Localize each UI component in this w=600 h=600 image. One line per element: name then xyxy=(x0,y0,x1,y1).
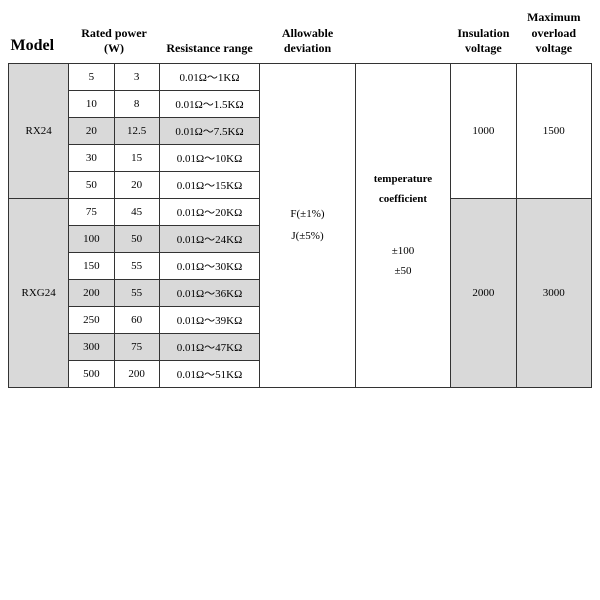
deviation-line1: F(±1%) xyxy=(262,208,352,220)
resistance-range-cell: 0.01Ω～47KΩ xyxy=(159,333,260,360)
rated-power-1: 75 xyxy=(69,198,114,225)
rated-power-2: 200 xyxy=(114,360,159,387)
temp-coef-val1: ±100 xyxy=(358,245,448,257)
rated-power-2: 55 xyxy=(114,279,159,306)
resistance-range-cell: 0.01Ω～15KΩ xyxy=(159,171,260,198)
insulation-cell: 2000 xyxy=(451,198,516,387)
resistance-range-cell: 0.01Ω～30KΩ xyxy=(159,252,260,279)
rated-power-1: 250 xyxy=(69,306,114,333)
rated-power-2: 50 xyxy=(114,225,159,252)
resistance-range-cell: 0.01Ω～24KΩ xyxy=(159,225,260,252)
hdr-max-overload-text: Maximum overload voltage xyxy=(527,10,580,55)
rated-power-2: 3 xyxy=(114,63,159,90)
rated-power-2: 20 xyxy=(114,171,159,198)
resistance-range-cell: 0.01Ω～1KΩ xyxy=(159,63,260,90)
rated-power-2: 75 xyxy=(114,333,159,360)
resistance-range-cell: 0.01Ω～1.5KΩ xyxy=(159,90,260,117)
hdr-blank xyxy=(355,10,450,63)
model-cell: RX24 xyxy=(9,63,69,198)
rated-power-1: 30 xyxy=(69,144,114,171)
hdr-allowable-deviation: Allowable deviation xyxy=(260,10,355,63)
rated-power-1: 20 xyxy=(69,117,114,144)
rated-power-1: 150 xyxy=(69,252,114,279)
hdr-resistance-range: Resistance range xyxy=(159,10,260,63)
hdr-rated-power: Rated power (W) xyxy=(69,10,159,63)
temp-coef-val2: ±50 xyxy=(358,265,448,277)
temp-coef-cell: temperature coefficient ±100 ±50 xyxy=(355,63,450,387)
insulation-cell: 1000 xyxy=(451,63,516,198)
rated-power-1: 500 xyxy=(69,360,114,387)
resistance-range-cell: 0.01Ω～36KΩ xyxy=(159,279,260,306)
rated-power-2: 55 xyxy=(114,252,159,279)
allowable-deviation-cell: F(±1%) J(±5%) xyxy=(260,63,355,387)
temp-coef-title1: temperature xyxy=(358,173,448,185)
rated-power-2: 15 xyxy=(114,144,159,171)
rated-power-1: 5 xyxy=(69,63,114,90)
resistance-range-cell: 0.01Ω～10KΩ xyxy=(159,144,260,171)
rated-power-2: 8 xyxy=(114,90,159,117)
temp-coef-title2: coefficient xyxy=(358,193,448,205)
rated-power-2: 12.5 xyxy=(114,117,159,144)
hdr-max-overload: Maximum overload voltage xyxy=(516,10,591,63)
table-row: RX24530.01Ω～1KΩF(±1%)J(±5%)temperatureco… xyxy=(9,63,592,90)
rated-power-1: 10 xyxy=(69,90,114,117)
max-overload-cell: 3000 xyxy=(516,198,591,387)
rated-power-1: 200 xyxy=(69,279,114,306)
rated-power-1: 100 xyxy=(69,225,114,252)
max-overload-cell: 1500 xyxy=(516,63,591,198)
rated-power-1: 300 xyxy=(69,333,114,360)
resistance-range-cell: 0.01Ω～39KΩ xyxy=(159,306,260,333)
resistance-range-cell: 0.01Ω～20KΩ xyxy=(159,198,260,225)
resistance-range-cell: 0.01Ω～51KΩ xyxy=(159,360,260,387)
rated-power-2: 60 xyxy=(114,306,159,333)
hdr-model: Model xyxy=(9,10,69,63)
hdr-insulation-voltage: Insulation voltage xyxy=(451,10,516,63)
rated-power-2: 45 xyxy=(114,198,159,225)
rated-power-1: 50 xyxy=(69,171,114,198)
resistance-range-cell: 0.01Ω～7.5KΩ xyxy=(159,117,260,144)
model-cell: RXG24 xyxy=(9,198,69,387)
deviation-line2: J(±5%) xyxy=(262,230,352,242)
spec-table: Model Rated power (W) Resistance range A… xyxy=(8,10,592,388)
